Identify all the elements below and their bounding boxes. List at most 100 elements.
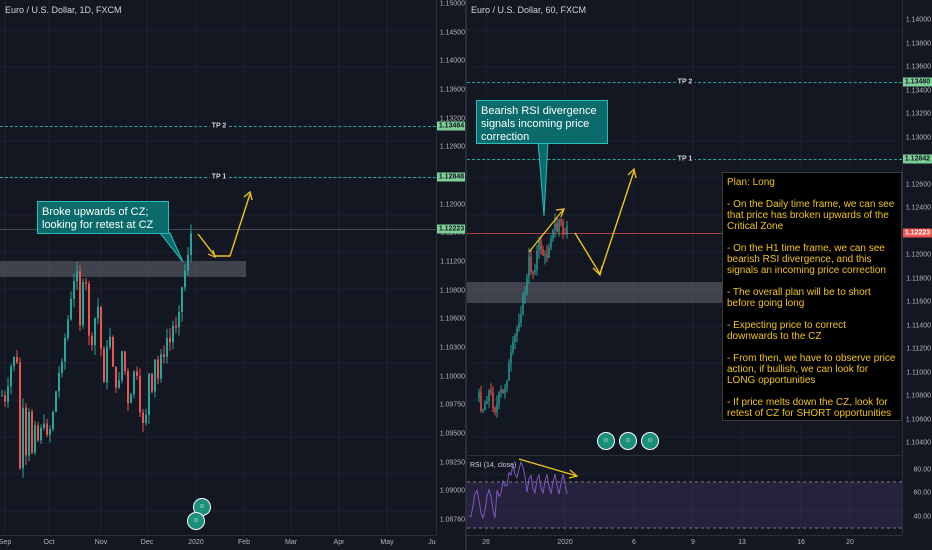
candle-body bbox=[106, 347, 108, 383]
candle-body bbox=[169, 337, 171, 343]
price-tick-label: 1.10600 bbox=[905, 416, 931, 423]
candle-body bbox=[79, 271, 81, 326]
time-tick-label: May bbox=[380, 539, 394, 546]
candle-body bbox=[154, 359, 156, 392]
daily-drawings[interactable] bbox=[0, 0, 436, 535]
candle-body bbox=[67, 319, 69, 338]
callout-pointer bbox=[537, 140, 549, 217]
emoji-sticker-icon[interactable]: ☺ bbox=[619, 432, 637, 450]
pane-divider[interactable] bbox=[465, 0, 467, 550]
rsi-axis[interactable]: 80.00 60.00 40.00 bbox=[902, 455, 932, 535]
candle-body bbox=[536, 250, 538, 270]
time-tick-label: 20 bbox=[846, 539, 854, 546]
plan-paragraph: - Expecting price to correct downwards t… bbox=[727, 320, 846, 342]
hourly-drawings[interactable] bbox=[467, 0, 902, 535]
rsi-line[interactable] bbox=[467, 456, 902, 536]
candle-body bbox=[498, 392, 500, 405]
emoji-sticker-icon[interactable]: ☺ bbox=[597, 432, 615, 450]
daily-callout[interactable]: Broke upwards of CZ; looking for retest … bbox=[37, 201, 169, 234]
candle-body bbox=[43, 423, 45, 429]
daily-candlesticks[interactable] bbox=[0, 0, 436, 535]
price-tick-label: 1.14000 bbox=[439, 57, 465, 65]
rsi-pane[interactable]: RSI (14, close) bbox=[467, 455, 902, 535]
grid-lines bbox=[467, 0, 902, 535]
candle-body bbox=[37, 425, 39, 441]
hourly-callout[interactable]: Bearish RSI divergence signals incoming … bbox=[476, 100, 608, 144]
hourly-chart-title: Euro / U.S. Dollar, 60, FXCM bbox=[471, 5, 587, 15]
candle-body bbox=[514, 335, 516, 342]
daily-price-axis[interactable]: 1.15000 1.14500 1.14000 1.13600 1.13200 1.128… bbox=[436, 0, 466, 535]
candle-body bbox=[538, 240, 540, 251]
time-tick-label: 26 bbox=[482, 539, 490, 546]
candle-body bbox=[148, 373, 150, 416]
candle-body bbox=[121, 351, 123, 381]
candle-body bbox=[546, 254, 548, 258]
candle-body bbox=[564, 232, 566, 234]
candle-body bbox=[58, 372, 60, 392]
candle-body bbox=[85, 281, 87, 284]
candle-body bbox=[64, 337, 66, 362]
price-tick-label: 1.10300 bbox=[439, 344, 465, 352]
plan-paragraph: - If price melts down the CZ, look for r… bbox=[727, 397, 892, 419]
time-tick-label: 16 bbox=[797, 539, 805, 546]
candle-body bbox=[518, 323, 520, 328]
price-tick-label: 1.13000 bbox=[905, 134, 931, 141]
current-price-tag: 1.12223 bbox=[437, 224, 466, 234]
plan-note[interactable]: Plan: Long - On the Daily time frame, we … bbox=[722, 172, 902, 421]
tp1-price-tag: 1.12842 bbox=[903, 154, 932, 164]
price-tick-label: 1.09750 bbox=[439, 401, 465, 409]
rsi-tick-label: 80.00 bbox=[913, 466, 931, 474]
candle-body bbox=[145, 415, 147, 423]
price-tick-label: 1.11600 bbox=[906, 298, 931, 306]
divergence-price-line bbox=[528, 209, 564, 253]
price-tick-label: 1.14500 bbox=[439, 29, 465, 37]
price-tick-label: 1.09000 bbox=[439, 487, 465, 495]
daily-chart-pane[interactable]: TP 2 TP 1 Broke upwards of CZ; looking f… bbox=[0, 0, 466, 550]
candle-body bbox=[504, 388, 506, 394]
tp1-price-tag: 1.12848 bbox=[437, 172, 466, 182]
callout-pointer bbox=[158, 232, 184, 263]
current-price-line bbox=[467, 233, 902, 234]
candle-body bbox=[548, 247, 550, 258]
price-tick-label: 1.13200 bbox=[905, 110, 931, 118]
candle-body bbox=[172, 325, 174, 343]
candle-body bbox=[494, 408, 496, 412]
candle-body bbox=[157, 359, 159, 379]
candle-body bbox=[500, 389, 502, 393]
candle-body bbox=[510, 352, 512, 364]
candle-body bbox=[1, 395, 3, 397]
candle-body bbox=[94, 318, 96, 346]
arrow-head-icon bbox=[243, 190, 253, 201]
price-tick-label: 1.12000 bbox=[439, 201, 465, 209]
candle-body bbox=[181, 287, 183, 312]
candle-body bbox=[61, 361, 63, 373]
candle-body bbox=[19, 362, 21, 469]
candle-body bbox=[486, 401, 488, 404]
candle-body bbox=[526, 277, 528, 293]
emoji-sticker-icon[interactable]: ☺ bbox=[641, 432, 659, 450]
candle-body bbox=[133, 371, 135, 395]
tp1-label: TP 1 bbox=[209, 173, 229, 181]
emoji-sticker-icon[interactable]: ☺ bbox=[187, 512, 205, 530]
time-tick-label: 13 bbox=[738, 539, 746, 546]
price-tick-label: 1.10000 bbox=[439, 373, 465, 381]
projection-arrow bbox=[197, 193, 251, 257]
price-tick-label: 1.10800 bbox=[905, 392, 931, 400]
rsi-band bbox=[467, 482, 902, 528]
candle-body bbox=[516, 327, 518, 336]
daily-time-axis[interactable]: Sep Oct Nov Dec 2020 Feb Mar Apr May Ju bbox=[0, 535, 436, 550]
arrow-head-icon bbox=[555, 208, 565, 218]
candle-body bbox=[524, 292, 526, 295]
price-tick-label: 1.10800 bbox=[439, 287, 465, 295]
current-price-line bbox=[0, 229, 436, 230]
plan-paragraph: - The overall plan will be to short befo… bbox=[727, 287, 871, 309]
hourly-candlesticks[interactable] bbox=[467, 0, 902, 535]
time-tick-label: Sep bbox=[0, 539, 12, 546]
time-tick-label: 9 bbox=[691, 539, 695, 546]
candle-body bbox=[554, 223, 556, 230]
divergence-rsi-line bbox=[518, 458, 578, 477]
candle-body bbox=[558, 219, 560, 232]
candle-body bbox=[178, 311, 180, 328]
hourly-time-axis[interactable]: 26 2020 6 9 13 16 20 bbox=[467, 535, 902, 550]
candle-body bbox=[4, 395, 6, 402]
